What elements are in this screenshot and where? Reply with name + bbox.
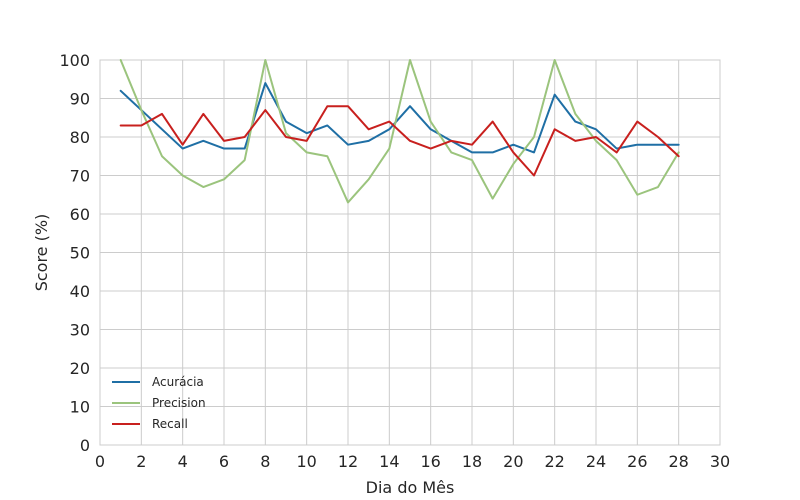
- x-tick-label: 30: [710, 452, 730, 471]
- x-tick-label: 28: [668, 452, 688, 471]
- x-tick-label: 24: [586, 452, 606, 471]
- y-axis-label: Score (%): [32, 214, 51, 292]
- x-axis-label: Dia do Mês: [366, 478, 455, 497]
- y-tick-label: 50: [70, 244, 90, 263]
- x-tick-label: 12: [338, 452, 358, 471]
- y-tick-label: 20: [70, 359, 90, 378]
- grid: [99, 59, 721, 446]
- x-tick-label: 10: [296, 452, 316, 471]
- y-tick-label: 30: [70, 321, 90, 340]
- x-tick-label: 0: [95, 452, 105, 471]
- legend: Acurácia Precision Recall: [112, 375, 206, 431]
- legend-label: Recall: [152, 417, 188, 431]
- x-tick-labels: 0 2 4 6 8 10 12 14 16 18 20 22 24 26 28 30: [95, 452, 730, 471]
- x-tick-label: 18: [462, 452, 482, 471]
- x-tick-label: 4: [178, 452, 188, 471]
- series-line-1: [119, 59, 680, 204]
- y-tick-label: 90: [70, 90, 90, 109]
- y-tick-label: 0: [80, 436, 90, 455]
- x-tick-label: 2: [136, 452, 146, 471]
- series-lines: [119, 59, 680, 204]
- y-tick-label: 10: [70, 398, 90, 417]
- x-tick-label: 8: [260, 452, 270, 471]
- series-line-0: [119, 82, 680, 154]
- series-line-2: [119, 105, 680, 177]
- x-tick-label: 14: [379, 452, 399, 471]
- y-tick-label: 70: [70, 167, 90, 186]
- x-tick-label: 22: [544, 452, 564, 471]
- x-tick-label: 26: [627, 452, 647, 471]
- y-tick-label: 80: [70, 128, 90, 147]
- y-tick-labels: 0 10 20 30 40 50 60 70 80 90 100: [59, 51, 90, 455]
- legend-label: Acurácia: [152, 375, 204, 389]
- x-tick-label: 6: [219, 452, 229, 471]
- y-tick-label: 40: [70, 282, 90, 301]
- x-tick-label: 20: [503, 452, 523, 471]
- y-tick-label: 60: [70, 205, 90, 224]
- x-tick-label: 16: [420, 452, 440, 471]
- y-tick-label: 100: [59, 51, 90, 70]
- legend-label: Precision: [152, 396, 206, 410]
